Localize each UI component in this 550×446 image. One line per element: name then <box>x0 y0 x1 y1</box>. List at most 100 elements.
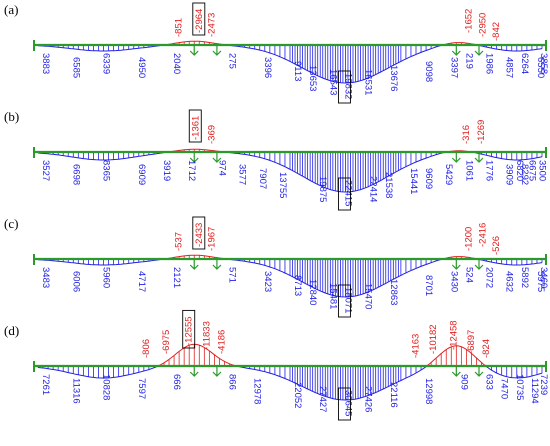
hogging-moment-label: -1200 <box>463 227 474 251</box>
sagging-moment-label: 3396 <box>262 57 273 78</box>
sagging-moment-label: 3858 <box>538 53 549 74</box>
sagging-moment-label: 3483 <box>40 267 51 288</box>
sagging-moment-label: 6909 <box>136 164 147 185</box>
sagging-moment-label: 10735 <box>514 374 525 400</box>
panel-label: (b) <box>4 109 19 124</box>
sagging-moment-label: 6264 <box>519 53 530 74</box>
sagging-moment-label: 9113 <box>292 61 303 81</box>
hogging-moment-label: -842 <box>491 22 502 41</box>
hogging-moment-label: -10182 <box>428 324 439 354</box>
sagging-moment-label: 30645 <box>342 390 353 416</box>
hogging-moment-label: -6975 <box>161 330 172 354</box>
sagging-moment-label: 571 <box>227 267 238 283</box>
pier-support <box>474 152 484 163</box>
sagging-moment-label: 19832 <box>342 73 353 99</box>
hogging-moment-label: -806 <box>141 339 152 358</box>
hogging-moment-label: -1652 <box>463 9 474 33</box>
hogging-moment-label: -4163 <box>411 334 422 358</box>
sagging-moment-label: 666 <box>171 374 182 390</box>
hogging-moment-label: -1361 <box>190 116 201 140</box>
max-value-box <box>337 177 351 211</box>
sagging-moment-label: 2040 <box>171 53 182 74</box>
sagging-moment-label: 5960 <box>101 267 112 288</box>
sagging-moment-label: 3460 <box>538 267 549 288</box>
pier-support <box>212 152 222 163</box>
sagging-moment-label: 4632 <box>504 271 515 292</box>
sagging-moment-label: 12863 <box>388 279 399 305</box>
sagging-moment-label: 12998 <box>423 378 434 404</box>
hogging-moment-label: -4186 <box>217 330 228 354</box>
sagging-moment-label: 2121 <box>171 267 182 288</box>
sagging-moment-label: 8713 <box>292 275 303 296</box>
sagging-moment-label: 11294 <box>529 378 540 404</box>
hogging-moment-label: -2964 <box>194 9 205 33</box>
sagging-moment-label: 3397 <box>448 57 459 78</box>
sagging-moment-label: 13755 <box>277 172 288 198</box>
sagging-moment-label: 974 <box>216 160 227 176</box>
pier-support <box>189 152 199 163</box>
sagging-moment-label: 1986 <box>484 53 495 74</box>
sagging-moment-label: 13653 <box>307 65 318 91</box>
sagging-moment-label: 6585 <box>70 57 81 78</box>
sagging-moment-label: 8292 <box>519 164 530 185</box>
sagging-moment-label: 16543 <box>327 69 338 95</box>
sagging-moment-label: 3527 <box>40 160 51 181</box>
sagging-moment-label: 866 <box>227 374 238 390</box>
sagging-moment-label: 1712 <box>186 160 197 181</box>
sagging-moment-label: 219 <box>463 53 474 69</box>
pier-support <box>451 259 461 270</box>
sagging-moment-label: 4857 <box>504 57 515 78</box>
sagging-moment-label: 3423 <box>262 271 273 292</box>
hogging-moment-label: -851 <box>174 18 185 37</box>
sagging-moment-label: 1776 <box>484 160 495 181</box>
hogging-moment-label: -526 <box>491 236 502 255</box>
pier-support <box>212 366 222 377</box>
panel-label: (d) <box>4 323 19 338</box>
sagging-moment-label: 19875 <box>317 176 328 202</box>
max-value-box <box>337 387 351 421</box>
hogging-moment-label: -1269 <box>476 120 487 144</box>
sagging-moment-label: 22415 <box>342 180 353 206</box>
panel-4: (d) 7261 11316 10828 7597 666 866 12978 22052 274… <box>4 309 549 421</box>
panel-1: (a) 3883 6585 6339 4950 2040 275 3396 9113 13653 1… <box>4 2 549 104</box>
sagging-moment-label: 7470 <box>499 378 510 399</box>
sagging-moment-label: 3883 <box>40 53 51 74</box>
panel-label: (a) <box>4 2 18 17</box>
pier-support <box>189 45 199 56</box>
moment-hatching <box>37 149 543 192</box>
sagging-moment-label: 4950 <box>136 57 147 78</box>
sagging-moment-label: 10828 <box>101 374 112 400</box>
pier-support <box>189 259 199 270</box>
sagging-moment-label: 5975 <box>535 271 546 292</box>
moment-hatching <box>37 255 543 297</box>
pier-support <box>189 366 199 377</box>
hogging-moment-label: -6897 <box>466 330 477 354</box>
pier-support <box>474 366 484 377</box>
pier-support <box>451 366 461 377</box>
sagging-moment-label: 18071 <box>342 287 353 313</box>
sagging-moment-label: 22414 <box>368 176 379 202</box>
sagging-moment-label: 3577 <box>237 164 248 185</box>
sagging-moment-label: 5892 <box>519 267 530 288</box>
sagging-moment-label: 6339 <box>101 53 112 74</box>
hogging-moment-label: -1967 <box>206 227 217 251</box>
sagging-moment-label: 8365 <box>101 160 112 181</box>
sagging-moment-label: 15441 <box>408 168 419 194</box>
panel-label: (c) <box>4 216 18 231</box>
max-value-box <box>337 70 351 104</box>
sagging-moment-label: 16531 <box>363 69 374 95</box>
hogging-moment-label: -12555 <box>184 316 195 346</box>
max-value-box <box>192 216 206 250</box>
sagging-moment-label: 4717 <box>136 271 147 292</box>
pier-support <box>451 45 461 56</box>
pier-support <box>474 259 484 270</box>
sagging-moment-label: 275 <box>227 53 238 69</box>
panel-3: (c) 3483 6006 5960 4717 2121 571 3423 8713 12840 1… <box>4 216 549 318</box>
sagging-moment-label: 11316 <box>70 378 81 404</box>
hogging-moment-label: -11833 <box>201 321 212 350</box>
sagging-moment-label: 27427 <box>317 386 328 412</box>
hogging-moment-label: -2950 <box>478 13 489 37</box>
sagging-moment-label: 3919 <box>161 160 172 181</box>
sagging-moment-label: 7261 <box>40 374 51 395</box>
sagging-moment-label: 8701 <box>423 275 434 296</box>
